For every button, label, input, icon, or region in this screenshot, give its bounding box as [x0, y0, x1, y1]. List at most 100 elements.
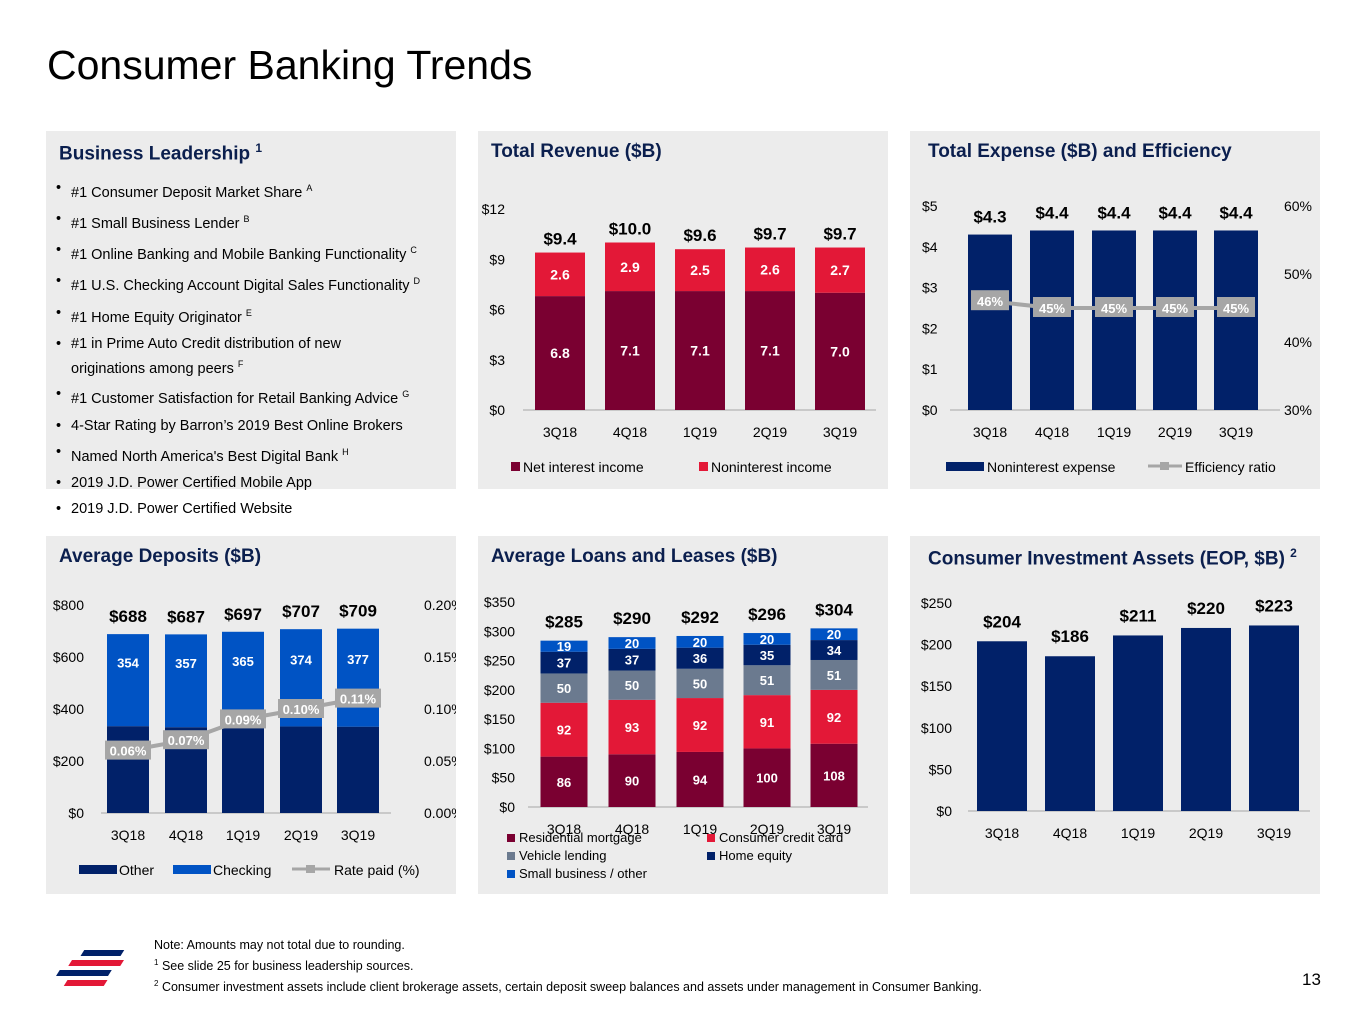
total-label: $290: [613, 609, 651, 628]
bar-noninterest: [675, 249, 725, 292]
bar-noninterest: [535, 252, 585, 297]
bar-value-label: $4.3: [973, 208, 1006, 227]
y-tick-label: $600: [53, 649, 84, 665]
bar-small-business: [540, 640, 588, 652]
total-label: $10.0: [609, 220, 652, 239]
total-expense-panel: Total Expense ($B) and Efficiency $0 $1 $2…: [910, 131, 1320, 489]
bar-consumer-credit-card: [676, 698, 724, 752]
bar-value-label: 377: [347, 652, 369, 667]
bar-noninterest: [815, 247, 865, 293]
x-tick-label: 3Q18: [547, 821, 581, 837]
bar-noninterest-expense: [1214, 230, 1258, 410]
total-label: $9.7: [753, 225, 786, 244]
y-tick-label: $350: [484, 594, 515, 610]
x-tick-label: 4Q18: [169, 827, 203, 843]
bar-value-label: 36: [693, 651, 707, 666]
x-tick-label: 1Q19: [1121, 825, 1155, 841]
y-tick-label: $3: [922, 280, 938, 296]
rate-label-box: [105, 740, 151, 760]
x-tick-label: 2Q19: [753, 424, 787, 440]
bar-vehicle-lending: [743, 665, 791, 696]
bar-value-label: 2.9: [620, 259, 640, 275]
bar-net-interest: [535, 296, 585, 410]
legend-swatch: [507, 852, 515, 860]
bar-home-equity: [810, 640, 858, 660]
bar-value-label: $186: [1051, 627, 1089, 646]
total-label: $296: [748, 605, 786, 624]
total-label: $9.7: [823, 225, 856, 244]
bar-residential-mortgage: [540, 756, 588, 807]
legend-swatch: [707, 834, 715, 842]
bar-value-label: 91: [760, 715, 774, 730]
legend-label: Rate paid (%): [334, 862, 420, 878]
bar-value-label: 50: [557, 681, 571, 696]
legend-label: Net interest income: [523, 459, 644, 475]
bar-value-label: 7.1: [620, 343, 640, 359]
list-item: #1 Small Business Lender B: [56, 206, 420, 237]
y-tick-label: $150: [921, 678, 952, 694]
deposits-chart: $0 $200 $400 $600 $800 0.00% 0.05% 0.10% 0.15% 0.…: [53, 597, 456, 878]
revenue-chart: $0 $3 $6 $9 $12 6.8 2.6 $9.4 3Q18 7.1 2.9 $10.0 4Q18…: [482, 201, 876, 475]
y-tick-label: $150: [484, 711, 515, 727]
rate-label-box: [220, 709, 266, 729]
bar-net-interest: [675, 291, 725, 410]
x-tick-label: 1Q19: [1097, 424, 1131, 440]
bar-vehicle-lending: [810, 659, 858, 690]
x-tick-label: 4Q18: [613, 424, 647, 440]
y-tick-label: $250: [921, 595, 952, 611]
bar-value-label: 20: [760, 632, 774, 647]
y-tick-label: $5: [922, 198, 938, 214]
average-deposits-panel: Average Deposits ($B) $0 $200 $400 $600 $800…: [46, 536, 456, 894]
bar-investment-assets: [1045, 656, 1095, 811]
bar-value-label: 50: [625, 678, 639, 693]
legend-swatch: [699, 462, 708, 471]
list-item: 2019 J.D. Power Certified Website: [56, 496, 420, 523]
total-label: $709: [339, 602, 377, 621]
list-item: #1 Customer Satisfaction for Retail Bank…: [56, 381, 420, 412]
y-tick-label: $50: [492, 770, 516, 786]
bar-home-equity: [743, 644, 791, 666]
legend-swatch: [507, 870, 515, 878]
page-title: Consumer Banking Trends: [47, 42, 533, 88]
bar-value-label: 92: [557, 723, 571, 738]
rate-label-box: [163, 730, 209, 750]
legend-label: Small business / other: [519, 866, 648, 881]
x-tick-label: 3Q18: [111, 827, 145, 843]
rate-label: 0.11%: [340, 692, 377, 707]
y2-tick-label: 30%: [1284, 402, 1312, 418]
x-tick-label: 1Q19: [226, 827, 260, 843]
bar-investment-assets: [1113, 635, 1163, 811]
bar-value-label: 37: [557, 656, 571, 671]
bar-value-label: 51: [827, 668, 841, 683]
bar-other: [280, 726, 322, 813]
y-tick-label: $100: [484, 740, 515, 756]
list-item: #1 in Prime Auto Credit distribution of …: [56, 334, 420, 379]
total-label: $707: [282, 602, 320, 621]
bar-vehicle-lending: [608, 670, 656, 700]
bar-home-equity: [676, 647, 724, 669]
legend-label: Noninterest expense: [987, 459, 1116, 475]
efficiency-label-box: [971, 290, 1009, 311]
bar-value-label: $211: [1120, 606, 1157, 625]
y-tick-label: $3: [489, 352, 505, 368]
total-label: $304: [815, 600, 853, 619]
bar-value-label: 100: [756, 771, 778, 786]
rate-label-box: [278, 699, 324, 718]
list-item: 2019 J.D. Power Certified Mobile App: [56, 470, 420, 497]
bar-value-label: 50: [693, 676, 707, 691]
bar-value-label: 51: [760, 673, 774, 688]
bar-value-label: 34: [827, 643, 842, 658]
bar-value-label: $204: [983, 612, 1021, 631]
efficiency-label-box: [1217, 297, 1255, 317]
legend-swatch: [79, 865, 117, 874]
y-tick-label: $9: [489, 251, 505, 267]
list-item: #1 Home Equity Originator E: [56, 300, 420, 331]
bar-net-interest: [815, 292, 865, 410]
bar-small-business: [608, 637, 656, 649]
y-tick-label: $300: [484, 623, 515, 639]
x-tick-label: 2Q19: [284, 827, 318, 843]
x-tick-label: 3Q19: [817, 821, 851, 837]
y-tick-label: $0: [922, 402, 938, 418]
y2-tick-label: 40%: [1284, 334, 1312, 350]
bar-value-label: 7.1: [690, 343, 710, 359]
